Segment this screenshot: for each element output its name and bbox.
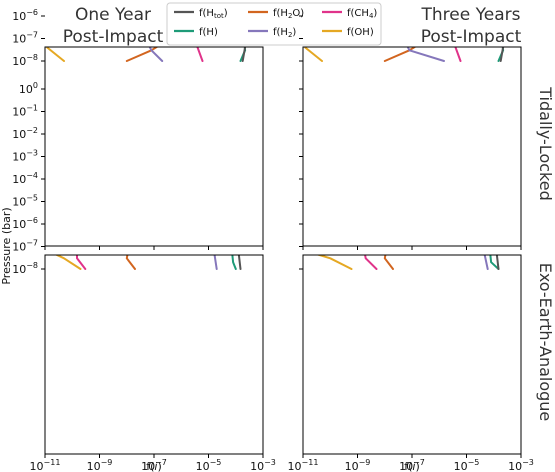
legend-item-OH: f(OH) bbox=[322, 27, 374, 38]
series-lines bbox=[304, 47, 505, 62]
y-tick-label: 10−4 bbox=[12, 171, 38, 186]
panel-frame bbox=[44, 254, 264, 455]
legend-item-H: f(H) bbox=[174, 27, 218, 38]
series-lines bbox=[315, 255, 500, 270]
y-tick-label: 10−1 bbox=[12, 104, 38, 119]
y-tick-label: 10−8 bbox=[12, 53, 38, 68]
y-tick-label: 10−7 bbox=[12, 239, 38, 254]
y-tick-label: 10−5 bbox=[12, 0, 38, 1]
line-CH4 bbox=[76, 255, 87, 270]
legend-item-H2: f(H2) bbox=[248, 27, 296, 39]
line-H bbox=[231, 255, 237, 270]
line-H2 bbox=[213, 255, 218, 270]
legend-label: f(H2O) bbox=[273, 8, 304, 20]
y-tick-label: 10−7 bbox=[12, 31, 38, 46]
legend-label: f(H) bbox=[199, 27, 218, 38]
y-tick-label: 10−6 bbox=[12, 8, 38, 23]
panel-tidally-locked-three-years bbox=[299, 15, 522, 250]
panel-frame bbox=[44, 46, 264, 247]
y-tick-label: 10−3 bbox=[12, 149, 38, 164]
line-Htot bbox=[495, 255, 500, 270]
line-Htot bbox=[237, 255, 242, 270]
x-tick-label: 10−5 bbox=[196, 458, 222, 472]
line-H2 bbox=[483, 255, 489, 270]
line-CH4 bbox=[364, 255, 378, 270]
x-tick-label: 10−3 bbox=[508, 458, 534, 472]
x-tick-label: 10−7 bbox=[141, 458, 167, 472]
y-axis-label: Pressure (bar) bbox=[0, 207, 13, 284]
x-tick-label: 10−5 bbox=[454, 458, 480, 472]
legend-item-Htot: f(Htot) bbox=[174, 8, 228, 20]
series-lines bbox=[46, 47, 247, 62]
y-tick-label: 100 bbox=[19, 81, 38, 96]
line-H2O bbox=[125, 255, 136, 270]
x-tick-label: 10−3 bbox=[250, 458, 276, 472]
x-axis-label-2: f(i) bbox=[404, 460, 420, 472]
panel-exo-earth-three-years: 10−11 10−9 10−7 10−5 10−3 bbox=[288, 88, 534, 472]
title-left-line1: One Year bbox=[75, 5, 151, 25]
legend-label: f(OH) bbox=[347, 27, 374, 38]
panel-exo-earth-one-year: 10−8 10−7 10−6 10−5 10−4 10−3 10−2 10−1 100 10−11… bbox=[12, 81, 276, 472]
y-tick-label: 10−2 bbox=[12, 126, 38, 141]
panel-frame bbox=[302, 46, 522, 247]
title-left-line2: Post-Impact bbox=[63, 27, 164, 47]
legend-label: f(CH4) bbox=[347, 8, 377, 20]
x-tick-label: 10−9 bbox=[87, 458, 113, 472]
legend: f(Htot) f(H2O) f(CH4) f(H) f(H2) f(OH) bbox=[166, 2, 382, 46]
line-H2O bbox=[383, 255, 394, 270]
title-right-line1: Three Years bbox=[421, 5, 521, 25]
x-axis-labels: f(i) f(i) bbox=[146, 460, 420, 472]
legend-label: f(Htot) bbox=[199, 8, 228, 20]
legend-item-CH4: f(CH4) bbox=[322, 8, 377, 20]
legend-frame bbox=[166, 2, 382, 46]
panel-frame bbox=[302, 254, 522, 455]
y-tick-label: 10−5 bbox=[12, 194, 38, 209]
legend-item-H2O: f(H2O) bbox=[248, 8, 304, 20]
line-H bbox=[489, 255, 500, 270]
x-tick-label: 10−7 bbox=[399, 458, 425, 472]
row-label-top: Tidally-Locked bbox=[536, 86, 555, 200]
x-axis-label-1: f(i) bbox=[146, 460, 162, 472]
x-tick-label: 10−9 bbox=[345, 458, 371, 472]
y-tick-label: 10−8 bbox=[12, 261, 38, 276]
y-tick-label: 10−6 bbox=[12, 216, 38, 231]
x-tick-label: 10−11 bbox=[288, 458, 319, 472]
x-tick-label: 10−11 bbox=[30, 458, 61, 472]
legend-label: f(H2) bbox=[273, 27, 296, 39]
panel-tidally-locked-one-year: 10−8 10−7 10−6 10−5 10−4 10−3 10−2 10−1 100 bbox=[12, 0, 264, 250]
series-lines bbox=[54, 255, 242, 270]
row-label-bottom: Exo-Earth-Analogue bbox=[536, 263, 555, 422]
panels: 10−810−710−610−510−410−310−210−110010−81… bbox=[12, 0, 534, 472]
title-right-line2: Post-Impact bbox=[421, 27, 522, 47]
